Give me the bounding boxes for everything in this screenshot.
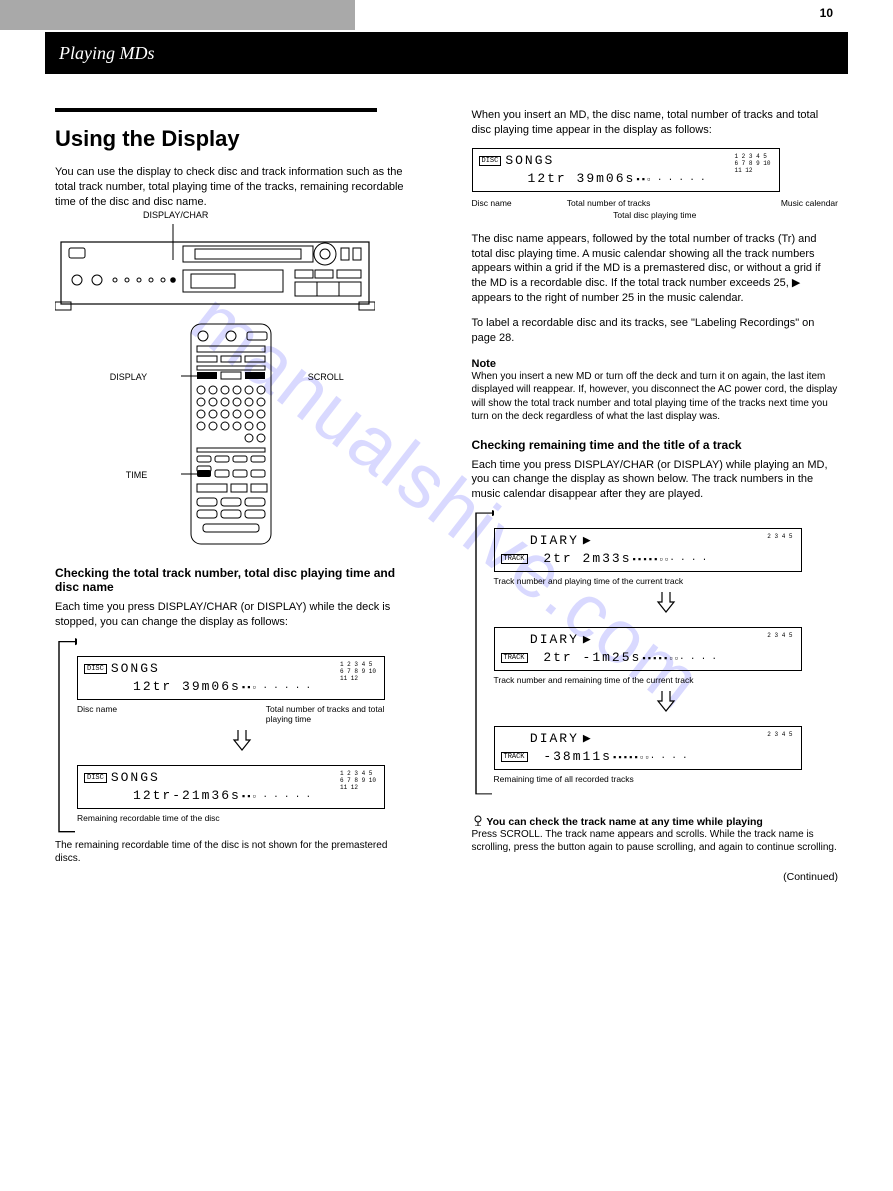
lcd-left-1: 1 2 3 4 5 6 7 8 9 10 11 12 DISC SONGS 12t… bbox=[77, 656, 385, 700]
section-banner: Playing MDs bbox=[45, 32, 848, 74]
remote-label-time: TIME bbox=[126, 470, 148, 480]
lcd-info: 2tr 2m33s bbox=[534, 551, 632, 566]
lcd-caption: Track number and playing time of the cur… bbox=[494, 576, 839, 586]
down-arrow-icon bbox=[494, 691, 839, 718]
continued-text: (Continued) bbox=[472, 870, 839, 884]
lcd-cal: 2 3 4 5 bbox=[756, 731, 792, 738]
lcd-caption: Remaining time of all recorded tracks bbox=[494, 774, 839, 784]
lcd-caption: Track number and remaining time of the c… bbox=[494, 675, 839, 685]
remote-label-display: DISPLAY bbox=[110, 372, 147, 382]
down-arrow-icon bbox=[77, 730, 407, 757]
lcd-caption: Total disc playing time bbox=[472, 210, 839, 220]
top-gray-bar bbox=[0, 0, 355, 30]
lcd-caption: Remaining recordable time of the disc bbox=[77, 813, 407, 823]
lcd-caption: Music calendar bbox=[691, 198, 838, 208]
right-p2: The disc name appears, followed by the t… bbox=[472, 232, 839, 306]
lcd-title: SONGS bbox=[111, 661, 160, 676]
note-body: When you insert a new MD or turn off the… bbox=[472, 370, 839, 424]
track-badge: TRACK bbox=[501, 653, 528, 663]
loop-indicator bbox=[55, 638, 77, 839]
lcd-cal: 2 3 4 5 bbox=[756, 632, 792, 639]
page-title: Using the Display bbox=[55, 126, 407, 151]
loop-indicator bbox=[472, 510, 494, 800]
left-section-head: Checking the total track number, total d… bbox=[55, 566, 407, 594]
intro-text: You can use the display to check disc an… bbox=[55, 165, 407, 210]
right-p1: When you insert an MD, the disc name, to… bbox=[472, 108, 839, 138]
track-badge: TRACK bbox=[501, 554, 528, 564]
lcd-title: DIARY bbox=[530, 533, 579, 548]
remote-illustration: DISPLAY SCROLL TIME bbox=[156, 322, 306, 552]
tip-block: You can check the track name at any time… bbox=[472, 814, 839, 854]
tip-heading: You can check the track name at any time… bbox=[486, 816, 762, 828]
deck-illustration: DISPLAY/CHAR bbox=[55, 224, 375, 314]
disc-badge: DISC bbox=[479, 156, 502, 166]
right-section-head: Checking remaining time and the title of… bbox=[472, 438, 839, 452]
heading-rule bbox=[55, 108, 377, 112]
note-heading: Note bbox=[472, 358, 839, 370]
lcd-cal: 1 2 3 4 5 6 7 8 9 10 11 12 bbox=[340, 661, 376, 682]
down-arrow-icon bbox=[494, 592, 839, 619]
left-footnote: The remaining recordable time of the dis… bbox=[55, 839, 407, 866]
lcd-right-b: 2 3 4 5 DIARY▶ TRACK 2tr -1m25s▪▪▪▪▪▫▫· … bbox=[494, 627, 802, 671]
lcd-right-top: 1 2 3 4 5 6 7 8 9 10 11 12 DISCSONGS 12t… bbox=[472, 148, 780, 192]
lcd-title: DIARY bbox=[530, 731, 579, 746]
lcd-title: DIARY bbox=[530, 632, 579, 647]
lcd-info: 12tr 39m06s bbox=[133, 679, 241, 694]
lcd-right-c: 2 3 4 5 DIARY▶ TRACK -38m11s▪▪▪▪▪▫▫· · ·… bbox=[494, 726, 802, 770]
lcd-cal: 1 2 3 4 5 6 7 8 9 10 11 12 bbox=[340, 770, 376, 791]
disc-badge: DISC bbox=[84, 773, 107, 783]
lcd-caption: Total number of tracks and total playing… bbox=[242, 704, 407, 724]
page-number: 10 bbox=[820, 6, 833, 20]
deck-label-display: DISPLAY/CHAR bbox=[143, 210, 208, 220]
lcd-info: 12tr-21m36s bbox=[133, 788, 241, 803]
lcd-title: SONGS bbox=[111, 770, 160, 785]
tip-body: Press SCROLL. The track name appears and… bbox=[472, 828, 839, 854]
lcd-cal: 1 2 3 4 5 6 7 8 9 10 11 12 bbox=[734, 153, 770, 174]
remote-label-scroll: SCROLL bbox=[308, 372, 344, 382]
left-section-body: Each time you press DISPLAY/CHAR (or DIS… bbox=[55, 600, 407, 630]
lcd-caption: Total number of tracks bbox=[567, 198, 692, 208]
right-section-body: Each time you press DISPLAY/CHAR (or DIS… bbox=[472, 458, 839, 503]
lcd-left-2: 1 2 3 4 5 6 7 8 9 10 11 12 DISC SONGS 12t… bbox=[77, 765, 385, 809]
tip-icon bbox=[472, 814, 484, 826]
lcd-title: SONGS bbox=[505, 153, 554, 168]
lcd-info: 2tr -1m25s bbox=[534, 650, 642, 665]
disc-badge: DISC bbox=[84, 664, 107, 674]
lcd-right-a: 2 3 4 5 DIARY▶ TRACK 2tr 2m33s▪▪▪▪▪▫▫· ·… bbox=[494, 528, 802, 572]
lcd-info: 12tr 39m06s bbox=[528, 171, 636, 186]
right-p3: To label a recordable disc and its track… bbox=[472, 316, 839, 346]
lcd-caption: Disc name bbox=[472, 198, 567, 208]
lcd-caption: Disc name bbox=[77, 704, 242, 724]
lcd-info: -38m11s bbox=[534, 749, 612, 764]
track-badge: TRACK bbox=[501, 752, 528, 762]
lcd-cal: 2 3 4 5 bbox=[756, 533, 792, 540]
